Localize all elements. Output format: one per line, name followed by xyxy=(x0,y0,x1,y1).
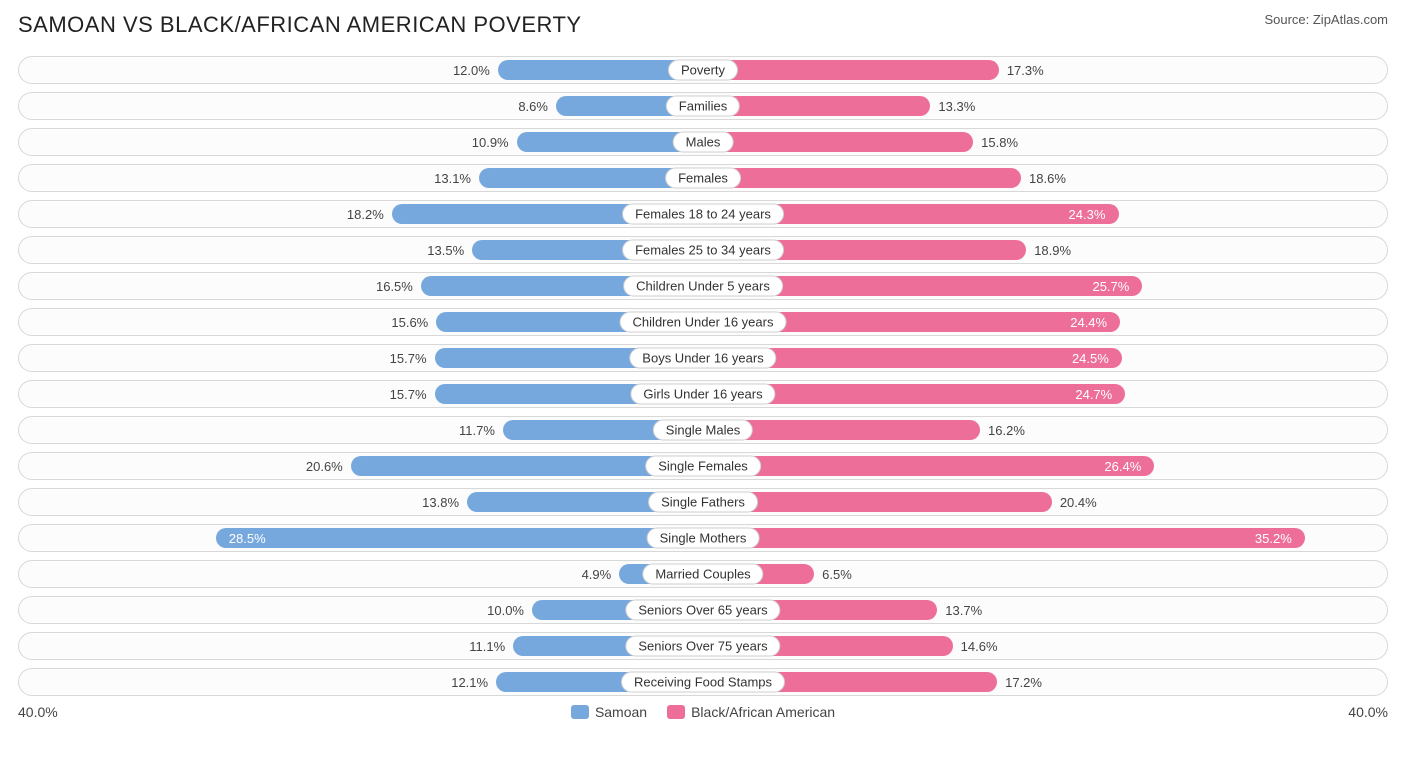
category-label: Children Under 5 years xyxy=(623,276,783,297)
value-left: 11.1% xyxy=(469,633,505,659)
category-label: Single Females xyxy=(645,456,761,477)
category-label: Seniors Over 65 years xyxy=(625,600,780,621)
value-right: 35.2% xyxy=(1255,525,1292,551)
bar-left xyxy=(216,528,703,548)
value-right: 6.5% xyxy=(822,561,852,587)
chart-row: 16.5% 25.7% Children Under 5 years xyxy=(18,272,1388,300)
value-left: 15.7% xyxy=(390,345,427,371)
value-left: 13.8% xyxy=(422,489,459,515)
chart-row: 11.1% 14.6% Seniors Over 75 years xyxy=(18,632,1388,660)
bar-right xyxy=(703,168,1021,188)
category-label: Males xyxy=(673,132,734,153)
value-left: 8.6% xyxy=(518,93,548,119)
value-left: 13.1% xyxy=(434,165,471,191)
category-label: Families xyxy=(666,96,740,117)
value-right: 17.2% xyxy=(1005,669,1042,695)
chart-row: 28.5% 35.2% Single Mothers xyxy=(18,524,1388,552)
legend-label-right: Black/African American xyxy=(691,704,835,720)
value-right: 18.9% xyxy=(1034,237,1071,263)
category-label: Married Couples xyxy=(642,564,763,585)
chart-row: 10.9% 15.8% Males xyxy=(18,128,1388,156)
bar-right xyxy=(703,60,999,80)
value-right: 24.3% xyxy=(1069,201,1106,227)
value-right: 15.8% xyxy=(981,129,1018,155)
value-right: 13.7% xyxy=(945,597,982,623)
value-left: 13.5% xyxy=(427,237,464,263)
category-label: Single Fathers xyxy=(648,492,758,513)
value-left: 16.5% xyxy=(376,273,413,299)
legend-label-left: Samoan xyxy=(595,704,647,720)
chart-footer: 40.0% Samoan Black/African American 40.0… xyxy=(18,704,1388,720)
value-left: 28.5% xyxy=(229,525,266,551)
value-left: 4.9% xyxy=(582,561,612,587)
chart-row: 15.7% 24.5% Boys Under 16 years xyxy=(18,344,1388,372)
chart-title: SAMOAN VS BLACK/AFRICAN AMERICAN POVERTY xyxy=(18,12,582,38)
value-left: 10.9% xyxy=(472,129,509,155)
chart-row: 4.9% 6.5% Married Couples xyxy=(18,560,1388,588)
value-right: 25.7% xyxy=(1092,273,1129,299)
value-right: 17.3% xyxy=(1007,57,1044,83)
value-right: 24.4% xyxy=(1070,309,1107,335)
category-label: Single Males xyxy=(653,420,753,441)
diverging-bar-chart: 12.0%17.3%Poverty8.6%13.3%Families10.9%1… xyxy=(18,56,1388,696)
category-label: Single Mothers xyxy=(647,528,760,549)
chart-row: 20.6% 26.4% Single Females xyxy=(18,452,1388,480)
chart-row: 15.6% 24.4% Children Under 16 years xyxy=(18,308,1388,336)
chart-source: Source: ZipAtlas.com xyxy=(1264,12,1388,27)
chart-row: 13.5% 18.9% Females 25 to 34 years xyxy=(18,236,1388,264)
value-right: 13.3% xyxy=(938,93,975,119)
chart-row: 8.6% 13.3% Families xyxy=(18,92,1388,120)
value-right: 16.2% xyxy=(988,417,1025,443)
legend-item-left: Samoan xyxy=(571,704,647,720)
chart-row: 12.1% 17.2% Receiving Food Stamps xyxy=(18,668,1388,696)
category-label: Receiving Food Stamps xyxy=(621,672,785,693)
value-left: 20.6% xyxy=(306,453,343,479)
chart-legend: Samoan Black/African American xyxy=(571,704,835,720)
category-label: Females 18 to 24 years xyxy=(622,204,784,225)
value-right: 24.7% xyxy=(1075,381,1112,407)
value-right: 26.4% xyxy=(1104,453,1141,479)
category-label: Girls Under 16 years xyxy=(630,384,775,405)
category-label: Females 25 to 34 years xyxy=(622,240,784,261)
bar-right xyxy=(703,528,1305,548)
chart-row: 12.0% 17.3% Poverty xyxy=(18,56,1388,84)
legend-swatch-right xyxy=(667,705,685,719)
legend-swatch-left xyxy=(571,705,589,719)
value-left: 10.0% xyxy=(487,597,524,623)
bar-right xyxy=(703,456,1154,476)
value-left: 11.7% xyxy=(459,417,495,443)
chart-header: SAMOAN VS BLACK/AFRICAN AMERICAN POVERTY… xyxy=(18,12,1388,38)
value-left: 12.0% xyxy=(453,57,490,83)
axis-right-max: 40.0% xyxy=(1348,704,1388,720)
category-label: Children Under 16 years xyxy=(620,312,787,333)
value-left: 15.7% xyxy=(390,381,427,407)
category-label: Females xyxy=(665,168,741,189)
chart-row: 13.1% 18.6% Females xyxy=(18,164,1388,192)
value-left: 12.1% xyxy=(451,669,488,695)
legend-item-right: Black/African American xyxy=(667,704,835,720)
category-label: Boys Under 16 years xyxy=(629,348,776,369)
axis-left-max: 40.0% xyxy=(18,704,58,720)
value-left: 18.2% xyxy=(347,201,384,227)
category-label: Poverty xyxy=(668,60,738,81)
category-label: Seniors Over 75 years xyxy=(625,636,780,657)
chart-row: 11.7% 16.2% Single Males xyxy=(18,416,1388,444)
value-left: 15.6% xyxy=(391,309,428,335)
chart-row: 13.8% 20.4% Single Fathers xyxy=(18,488,1388,516)
value-right: 18.6% xyxy=(1029,165,1066,191)
value-right: 24.5% xyxy=(1072,345,1109,371)
chart-row: 18.2% 24.3% Females 18 to 24 years xyxy=(18,200,1388,228)
value-right: 20.4% xyxy=(1060,489,1097,515)
chart-row: 10.0% 13.7% Seniors Over 65 years xyxy=(18,596,1388,624)
bar-right xyxy=(703,132,973,152)
chart-row: 15.7% 24.7% Girls Under 16 years xyxy=(18,380,1388,408)
value-right: 14.6% xyxy=(961,633,998,659)
